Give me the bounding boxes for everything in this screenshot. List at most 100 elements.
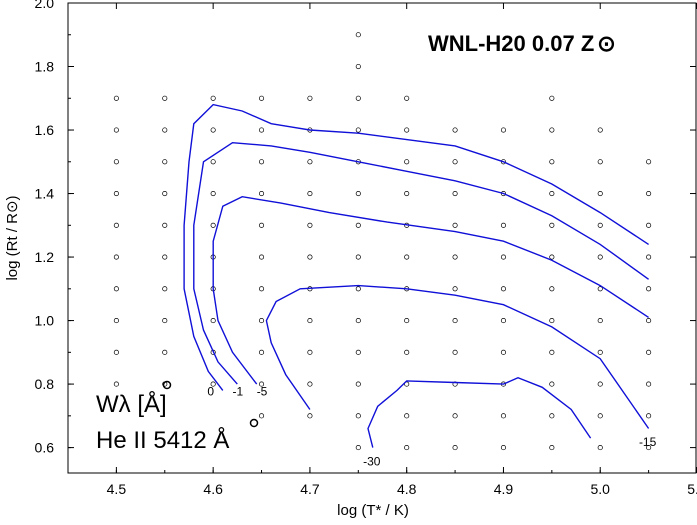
x-tick-label: 4.9 (494, 481, 514, 497)
model-grid-point (500, 349, 507, 355)
model-grid-point (549, 222, 555, 228)
model-grid-point (355, 254, 361, 260)
model-grid-point (355, 381, 361, 387)
model-grid-point (646, 381, 652, 387)
contour-line (183, 103, 649, 391)
model-grid-point (404, 318, 410, 324)
grid-points-layer (113, 32, 652, 451)
model-grid-point (597, 222, 603, 228)
model-grid-point (307, 190, 313, 197)
model-grid-point (549, 318, 555, 324)
model-grid-point (162, 159, 168, 165)
angstrom-ring-1 (162, 380, 172, 390)
model-grid-point (452, 445, 458, 451)
model-grid-point (646, 190, 652, 197)
model-grid-point (355, 190, 361, 197)
model-grid-point (355, 318, 361, 324)
model-grid-point (258, 159, 265, 165)
model-grid-point (549, 381, 555, 387)
model-grid-point (549, 190, 555, 197)
model-grid-point (646, 349, 652, 355)
model-grid-point (162, 318, 168, 324)
y-tick-label: 1.2 (35, 249, 55, 265)
plot-frame (67, 2, 697, 474)
model-grid-point (258, 127, 265, 133)
model-grid-point (404, 190, 410, 197)
model-grid-point (597, 349, 603, 355)
model-grid-point (404, 159, 410, 165)
model-grid-point (404, 413, 410, 419)
model-grid-point (162, 349, 168, 355)
model-grid-point (113, 95, 119, 101)
model-grid-point (258, 318, 265, 324)
y-tick-label: 2.0 (35, 0, 55, 11)
x-tick-label: 5.0 (590, 481, 610, 497)
model-grid-point (404, 127, 410, 133)
model-grid-point (646, 159, 652, 165)
model-grid-point (258, 222, 265, 228)
y-tick-label: 1.8 (35, 59, 55, 75)
model-grid-point (355, 445, 361, 451)
model-grid-point (307, 318, 313, 324)
model-grid-point (162, 127, 168, 133)
model-grid-point (307, 222, 313, 228)
model-grid-point (113, 349, 119, 355)
model-grid-point (113, 222, 119, 228)
model-grid-point (549, 286, 555, 292)
model-grid-point (452, 222, 458, 228)
model-grid-point (500, 254, 507, 260)
model-grid-point (307, 95, 313, 101)
contour-label: -5 (257, 384, 268, 398)
model-grid-point (113, 286, 119, 292)
model-grid-point (646, 286, 652, 292)
model-grid-point (452, 349, 458, 355)
model-grid-point (355, 349, 361, 355)
model-grid-point (452, 286, 458, 292)
model-grid-point (355, 95, 361, 101)
model-grid-point (355, 286, 361, 292)
annotation-line-name: He II 5412 Å (96, 426, 229, 454)
model-grid-point (404, 445, 410, 451)
model-grid-point (549, 413, 555, 419)
model-grid-point (549, 254, 555, 260)
model-grid-point (113, 254, 119, 260)
model-grid-point (162, 254, 168, 260)
model-grid-point (597, 286, 603, 292)
model-grid-point (597, 445, 603, 451)
y-tick-label: 0.8 (35, 376, 55, 392)
model-grid-point (646, 254, 652, 260)
model-grid-point (549, 95, 555, 101)
contour-line (367, 376, 592, 448)
model-grid-point (355, 222, 361, 228)
x-tick-label: 4.6 (203, 481, 223, 497)
model-grid-point (646, 222, 652, 228)
model-grid-point (162, 95, 168, 101)
x-tick-label: 5.1 (687, 481, 697, 497)
model-grid-point (210, 127, 216, 133)
model-grid-point (210, 222, 216, 228)
model-grid-point (355, 413, 361, 419)
model-grid-point (404, 254, 410, 260)
model-grid-point (210, 190, 216, 197)
model-grid-point (452, 318, 458, 324)
contour-label: -30 (363, 454, 381, 468)
contour-layer (183, 103, 650, 448)
model-grid-point (162, 190, 168, 197)
y-tick-label: 1.4 (35, 186, 55, 202)
model-grid-point (258, 381, 265, 387)
model-grid-point (210, 318, 216, 324)
model-grid-point (258, 413, 265, 419)
model-grid-point (258, 190, 265, 197)
contour-label: -15 (639, 435, 657, 449)
annotation-width-unit: Wλ [Å] (96, 390, 167, 418)
model-grid-point (113, 381, 119, 387)
plot-border (67, 2, 697, 474)
model-grid-point (549, 127, 555, 133)
tick-layer: 4.5 4.6 4.7 4.8 4.9 5.0 5.1 0.6 0.8 1.0 1.2 1.4 1.6 1… (35, 0, 697, 497)
angstrom-ring-2 (249, 418, 259, 428)
model-grid-point (500, 286, 507, 292)
model-grid-point (113, 318, 119, 324)
model-grid-point (597, 190, 603, 197)
model-grid-point (258, 286, 265, 292)
